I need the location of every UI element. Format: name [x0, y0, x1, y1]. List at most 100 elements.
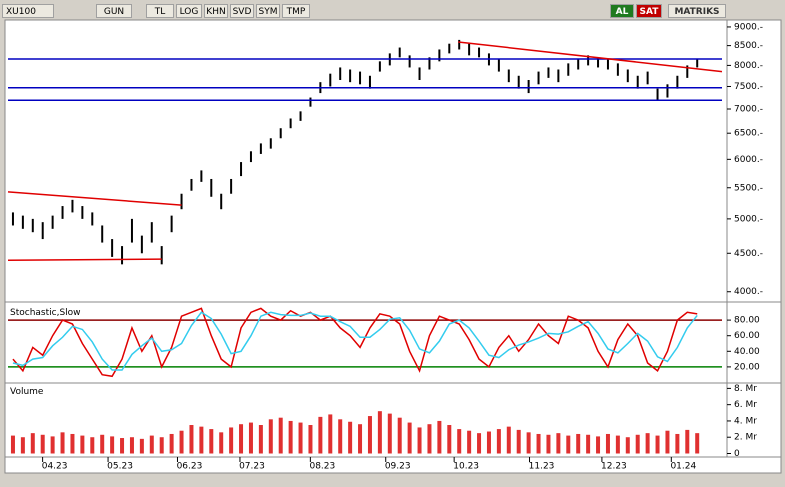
volume-bar — [486, 431, 491, 454]
x-tick-label: 11.23 — [529, 462, 555, 472]
volume-bar — [348, 421, 353, 454]
x-axis-area — [4, 456, 782, 474]
volume-bar — [268, 419, 273, 454]
volume-bar — [576, 433, 581, 454]
volume-bar — [229, 427, 234, 454]
y-tick-label: 2. Mr — [734, 433, 757, 443]
volume-bar — [80, 435, 85, 454]
x-tick-label: 07.23 — [239, 462, 265, 472]
volume-bar — [70, 433, 75, 454]
x-tick-label: 12.23 — [601, 462, 627, 472]
y-tick-label: 5000.- — [734, 214, 763, 224]
volume-bar — [447, 425, 452, 454]
volume-bar — [169, 433, 174, 454]
volume-bar — [338, 419, 343, 454]
volume-bar — [427, 424, 432, 454]
volume-bar — [179, 430, 184, 454]
volume-bar — [100, 434, 105, 454]
volume-bar — [586, 434, 591, 454]
toolbar-button[interactable]: KHN — [204, 4, 228, 18]
x-tick-label: 10.23 — [453, 462, 479, 472]
brand: MATRIKS — [668, 4, 726, 18]
y-tick-label: 8500.- — [734, 41, 763, 51]
x-tick-label: 04.23 — [42, 462, 68, 472]
axis-area — [726, 19, 782, 458]
y-tick-label: 4000.- — [734, 287, 763, 297]
volume-bar — [536, 433, 541, 454]
y-tick-label: 5500.- — [734, 183, 763, 193]
panel-title: Volume — [10, 387, 44, 397]
x-tick-label: 09.23 — [385, 462, 411, 472]
volume-bar — [675, 433, 680, 454]
volume-bar — [605, 433, 610, 454]
oscillator-line — [12, 311, 698, 371]
volume-bar — [596, 436, 601, 454]
trend-line — [7, 191, 182, 206]
y-tick-label: 9000.- — [734, 22, 763, 32]
volume-bar — [219, 432, 224, 454]
volume-bar — [298, 422, 303, 454]
volume-bar — [615, 435, 620, 454]
volume-bar — [556, 433, 561, 454]
toolbar-button[interactable]: LOG — [176, 4, 202, 18]
volume-bar — [110, 436, 115, 454]
volume-bar — [10, 435, 15, 454]
volume-bar — [50, 436, 55, 454]
y-tick-label: 8000.- — [734, 61, 763, 71]
x-tick-label: 01.24 — [670, 462, 696, 472]
volume-bar — [496, 429, 501, 454]
trend-line — [7, 258, 162, 261]
volume-bar — [635, 434, 640, 454]
volume-bar — [367, 416, 372, 454]
sell-button[interactable]: SAT — [636, 4, 662, 18]
volume-bar — [30, 433, 35, 454]
volume-bar — [397, 417, 402, 454]
y-tick-label: 60.00 — [734, 331, 760, 341]
volume-bar — [625, 437, 630, 454]
volume-bar — [437, 420, 442, 454]
volume-bar — [248, 422, 253, 454]
x-tick-label: 06.23 — [177, 462, 203, 472]
y-tick-label: 40.00 — [734, 347, 760, 357]
volume-bar — [645, 433, 650, 454]
volume-bar — [308, 425, 313, 454]
volume-bar — [377, 411, 382, 454]
volume-bar — [120, 438, 125, 454]
volume-bar — [457, 429, 462, 454]
y-tick-label: 6000.- — [734, 155, 763, 165]
y-tick-label: 7000.- — [734, 105, 763, 115]
volume-bar — [467, 430, 472, 454]
toolbar-button[interactable]: TL — [146, 4, 174, 18]
volume-bar — [358, 424, 363, 454]
toolbar-button[interactable]: TMP — [282, 4, 310, 18]
toolbar-button[interactable]: SYM — [256, 4, 280, 18]
volume-bar — [149, 435, 154, 454]
y-tick-label: 80.00 — [734, 316, 760, 326]
volume-bar — [387, 413, 392, 454]
volume-bar — [566, 435, 571, 454]
volume-bar — [209, 429, 214, 454]
toolbar-button[interactable]: GUN — [96, 4, 132, 18]
toolbar-button[interactable]: SVD — [230, 4, 254, 18]
volume-bar — [695, 433, 700, 454]
volume-bar — [20, 437, 25, 454]
volume-bar — [318, 416, 323, 454]
volume-bar — [685, 429, 690, 454]
volume-bar — [417, 427, 422, 454]
volume-bar — [665, 430, 670, 454]
volume-bar — [546, 434, 551, 454]
volume-bar — [189, 425, 194, 454]
y-tick-label: 6. Mr — [734, 400, 757, 410]
volume-bar — [199, 426, 204, 454]
buy-button[interactable]: AL — [610, 4, 634, 18]
y-tick-label: 0 — [734, 449, 740, 459]
volume-bar — [139, 438, 144, 454]
volume-bar — [477, 433, 482, 454]
y-tick-label: 6500.- — [734, 129, 763, 139]
volume-bar — [278, 417, 283, 454]
volume-bar — [129, 437, 134, 454]
y-tick-label: 4. Mr — [734, 416, 757, 426]
symbol[interactable]: XU100 — [2, 4, 54, 18]
